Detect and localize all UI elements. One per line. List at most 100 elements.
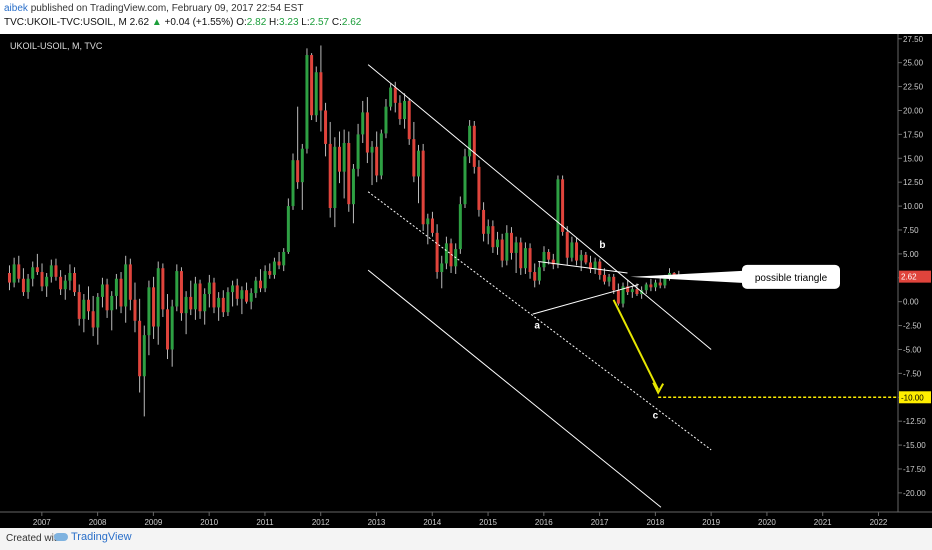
candle-body bbox=[142, 335, 146, 377]
brand-name: TradingView bbox=[71, 531, 132, 543]
triangle-lower-line bbox=[532, 283, 639, 315]
cloud-icon bbox=[54, 533, 68, 542]
callout-box bbox=[742, 264, 840, 289]
candle-body bbox=[203, 294, 207, 312]
candle-body bbox=[272, 261, 276, 275]
x-tick-label: 2012 bbox=[312, 518, 330, 527]
candle-body bbox=[193, 283, 197, 310]
candle-body bbox=[644, 284, 648, 291]
open-value: 2.82 bbox=[246, 17, 267, 28]
candle-body bbox=[440, 263, 444, 273]
candle-body bbox=[226, 292, 230, 313]
x-tick-label: 2008 bbox=[89, 518, 107, 527]
candle-body bbox=[472, 125, 476, 167]
candle-body bbox=[514, 242, 518, 253]
symbol-label: TVC:UKOIL-TVC:USOIL, M bbox=[4, 17, 127, 28]
author-link[interactable]: aibek bbox=[4, 3, 28, 14]
y-tick-label: 7.50 bbox=[903, 226, 919, 235]
channel-lower-line bbox=[367, 269, 662, 508]
candle-body bbox=[207, 282, 211, 295]
target-price-tag: -10.00 bbox=[901, 393, 924, 402]
candle-body bbox=[458, 204, 462, 250]
candle-body bbox=[26, 278, 30, 293]
candle-body bbox=[565, 231, 569, 258]
triangle-upper-line bbox=[538, 261, 628, 274]
x-tick-label: 2011 bbox=[256, 518, 274, 527]
candle-body bbox=[607, 276, 611, 282]
candle-body bbox=[35, 267, 39, 273]
candle-body bbox=[184, 296, 188, 314]
x-tick-label: 2007 bbox=[33, 518, 51, 527]
candle-body bbox=[310, 55, 314, 116]
callout-text: possible triangle bbox=[755, 273, 828, 284]
open-label: O: bbox=[236, 17, 247, 28]
candle-body bbox=[356, 134, 360, 169]
candle-body bbox=[649, 284, 653, 288]
candle-body bbox=[593, 261, 597, 270]
candle-body bbox=[375, 146, 379, 176]
candle-body bbox=[351, 168, 355, 205]
tradingview-logo[interactable]: TradingView bbox=[54, 531, 132, 543]
candle-body bbox=[663, 277, 667, 286]
candle-body bbox=[254, 280, 258, 294]
candle-body bbox=[68, 273, 72, 281]
candle-body bbox=[537, 267, 541, 281]
up-arrow-icon: ▲ bbox=[151, 17, 162, 28]
candle-body bbox=[73, 273, 77, 293]
x-tick-label: 2014 bbox=[423, 518, 441, 527]
candle-body bbox=[258, 280, 262, 289]
candle-body bbox=[305, 55, 309, 149]
y-tick-label: -2.50 bbox=[903, 322, 922, 331]
candle-body bbox=[486, 226, 490, 234]
created-with-text: Created with bbox=[6, 533, 63, 544]
candle-body bbox=[296, 160, 300, 183]
candle-body bbox=[426, 218, 430, 225]
candle-body bbox=[319, 72, 323, 111]
candle-body bbox=[588, 262, 592, 270]
candle-body bbox=[328, 143, 332, 208]
candle-body bbox=[444, 243, 448, 264]
candle-body bbox=[147, 287, 151, 336]
candle-body bbox=[616, 290, 620, 304]
y-tick-label: -17.50 bbox=[903, 465, 926, 474]
high-label: H: bbox=[269, 17, 280, 28]
wave-label-c: c bbox=[653, 410, 659, 421]
candle-body bbox=[12, 264, 16, 283]
candle-body bbox=[91, 311, 95, 328]
candle-body bbox=[17, 264, 21, 279]
y-tick-label: 20.00 bbox=[903, 106, 924, 115]
candle-body bbox=[523, 248, 527, 269]
candle-body bbox=[31, 267, 35, 279]
last-price: 2.62 bbox=[129, 17, 150, 28]
candle-body bbox=[282, 251, 286, 266]
close-value: 2.62 bbox=[341, 17, 362, 28]
ohlc-line: TVC:UKOIL-TVC:USOIL, M 2.62 ▲ +0.04 (+1.… bbox=[4, 17, 361, 28]
candle-body bbox=[152, 287, 156, 327]
candle-body bbox=[138, 320, 142, 377]
candle-body bbox=[40, 272, 44, 287]
y-tick-label: -7.50 bbox=[903, 369, 922, 378]
publish-text: published on TradingView.com, February 0… bbox=[30, 3, 304, 14]
candle-body bbox=[491, 226, 495, 248]
candle-body bbox=[21, 278, 25, 293]
candle-body bbox=[82, 299, 86, 319]
candle-body bbox=[389, 87, 393, 107]
candle-body bbox=[468, 125, 472, 157]
candle-body bbox=[114, 278, 118, 296]
candle-body bbox=[63, 280, 67, 290]
wave-label-a: a bbox=[534, 320, 540, 331]
y-tick-label: 15.00 bbox=[903, 154, 924, 163]
y-tick-label: 27.50 bbox=[903, 35, 924, 44]
candle-body bbox=[59, 276, 63, 290]
candle-body bbox=[324, 110, 328, 144]
candle-body bbox=[268, 271, 272, 275]
candle-body bbox=[370, 146, 374, 153]
projection-arrow-line bbox=[612, 299, 660, 391]
candle-body bbox=[7, 273, 11, 283]
candle-body bbox=[175, 271, 179, 307]
channel-mid-line bbox=[367, 191, 712, 451]
candle-body bbox=[430, 218, 434, 233]
price-chart[interactable]: a b c possible triangle 27.50 25.00 22.50 20.0… bbox=[0, 34, 932, 528]
candle-body bbox=[407, 100, 411, 140]
drawings-layer: a b c possible triangle bbox=[367, 64, 898, 508]
